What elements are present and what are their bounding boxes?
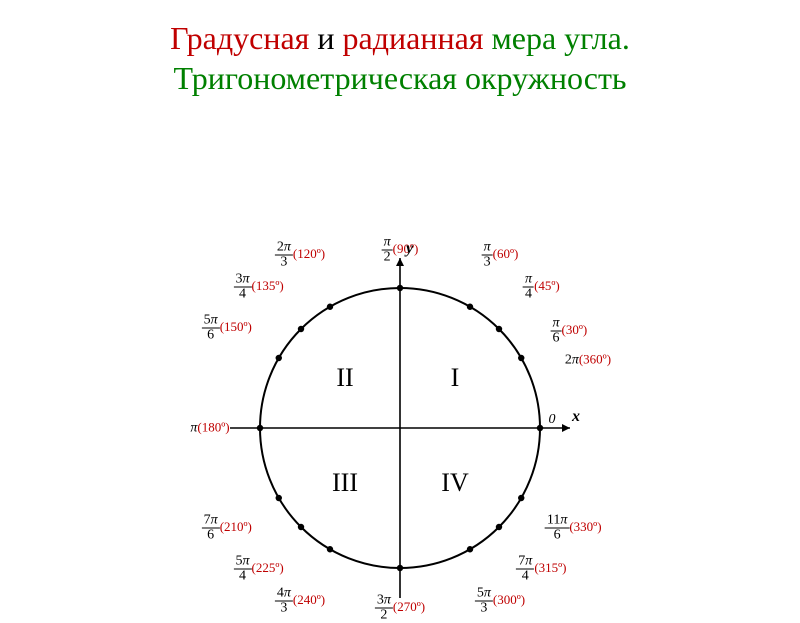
angle-label-150: 5π6(150º) (202, 314, 252, 343)
angle-label-300: 5π3(300º) (475, 587, 525, 616)
unit-circle-diagram: 2π(360º)π6(30º)π4(45º)π3(60º)π2(90º)2π3(… (0, 98, 800, 538)
angle-label-210: 7π6(210º) (202, 514, 252, 543)
quadrant-III: III (332, 468, 358, 498)
angle-label-180: π(180º) (190, 421, 229, 436)
angle-label-45: π4(45º) (523, 272, 560, 301)
angle-label-60: π3(60º) (482, 240, 519, 269)
quadrant-I: I (451, 363, 460, 393)
quadrant-II: II (336, 363, 353, 393)
angle-label-315: 7π4(315º) (516, 555, 566, 584)
y-axis-label: y (406, 240, 413, 258)
zero-label: 0 (549, 413, 556, 427)
angle-label-135: 3π4(135º) (233, 272, 283, 301)
title-word-1: Градусная (170, 20, 309, 56)
angle-label-330: 11π6(330º) (545, 514, 602, 543)
angle-label-0: 2π(360º) (565, 352, 611, 367)
x-axis-label: x (572, 408, 580, 426)
title-line-2: Тригонометрическая окружность (173, 60, 626, 96)
angle-label-240: 4π3(240º) (275, 587, 325, 616)
title-word-3: радианная (343, 20, 484, 56)
angle-label-225: 5π4(225º) (233, 555, 283, 584)
angle-label-120: 2π3(120º) (275, 240, 325, 269)
title-word-2: и (317, 20, 334, 56)
angle-label-30: π6(30º) (551, 316, 588, 345)
quadrant-IV: IV (441, 468, 468, 498)
title-word-4: мера угла. (492, 20, 630, 56)
angle-label-270: 3π2(270º) (375, 594, 425, 623)
page-title: Градусная и радианная мера угла. Тригоно… (0, 0, 800, 98)
